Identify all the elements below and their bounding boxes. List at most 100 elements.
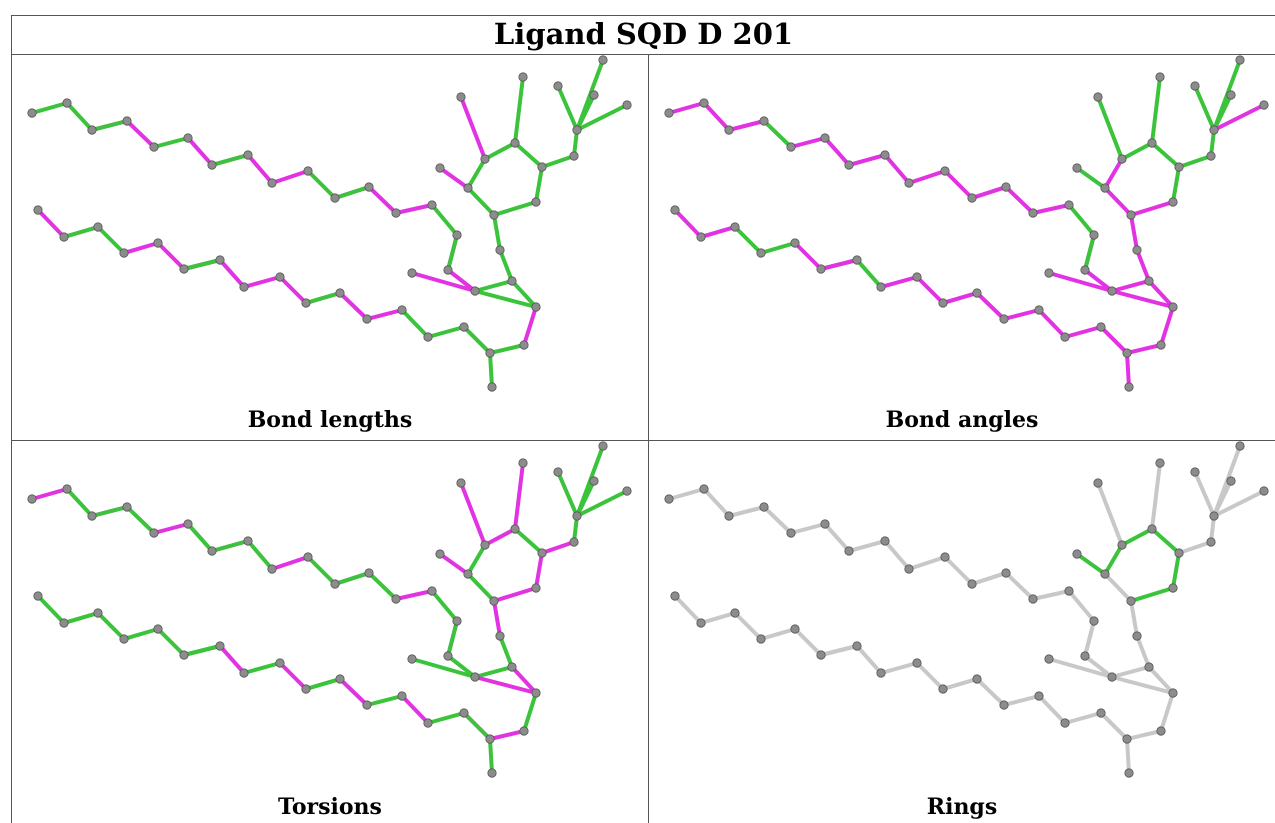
- atom-ball: [1259, 486, 1269, 496]
- bond-stick: [338, 291, 369, 321]
- atom-ball: [119, 248, 129, 258]
- atom-ball: [153, 624, 163, 634]
- bond-stick: [943, 169, 974, 200]
- atom-ball: [489, 210, 499, 220]
- atom-ball: [1072, 163, 1082, 173]
- atom-ball: [463, 569, 473, 579]
- atom-ball: [598, 55, 608, 65]
- atom-ball: [179, 264, 189, 274]
- bond-stick: [333, 185, 371, 200]
- atom-ball: [1064, 586, 1074, 596]
- atom-ball: [912, 272, 922, 282]
- bond-stick: [483, 527, 517, 547]
- atom-ball: [487, 768, 497, 778]
- bond-stick: [1083, 654, 1114, 679]
- panel-torsions: [12, 441, 648, 823]
- bond-stick: [907, 169, 947, 185]
- bond-stick: [473, 665, 514, 679]
- atom-ball: [598, 441, 608, 451]
- atom-ball: [786, 528, 796, 538]
- panel-bond-lengths: [12, 55, 648, 440]
- bond-stick: [1177, 540, 1213, 555]
- atom-ball: [553, 467, 563, 477]
- bond-stick: [466, 157, 487, 190]
- atom-ball: [518, 458, 528, 468]
- bond-stick: [793, 241, 823, 271]
- bond-stick: [522, 691, 538, 733]
- atom-ball: [183, 519, 193, 529]
- bond-stick: [122, 627, 160, 641]
- bond-stick: [270, 169, 310, 185]
- atom-ball: [759, 116, 769, 126]
- bond-stick: [907, 555, 947, 571]
- bond-stick: [534, 551, 544, 590]
- bond-stick: [410, 657, 477, 679]
- atom-ball: [239, 282, 249, 292]
- atom-ball: [335, 288, 345, 298]
- bond-stick: [1212, 103, 1266, 132]
- atom-ball: [531, 197, 541, 207]
- bond-stick: [879, 275, 919, 289]
- atom-ball: [423, 718, 433, 728]
- atom-ball: [301, 684, 311, 694]
- atom-ball: [459, 322, 469, 332]
- bond-stick: [522, 305, 538, 347]
- atom-ball: [301, 298, 311, 308]
- bond-stick: [943, 555, 974, 586]
- bond-stick: [1150, 75, 1162, 145]
- atom-ball: [519, 726, 529, 736]
- molecule-bond-lengths: [27, 55, 632, 392]
- atom-ball: [1034, 691, 1044, 701]
- bond-stick: [156, 241, 186, 271]
- atom-ball: [93, 222, 103, 232]
- bond-stick: [498, 248, 514, 283]
- atom-ball: [531, 688, 541, 698]
- atom-ball: [730, 222, 740, 232]
- atom-ball: [1190, 81, 1200, 91]
- bond-stick: [702, 101, 731, 132]
- bond-stick: [304, 677, 342, 691]
- bond-stick: [488, 351, 494, 389]
- bond-stick: [1120, 527, 1154, 547]
- bond-stick: [96, 611, 126, 641]
- atom-ball: [407, 268, 417, 278]
- atom-ball: [537, 162, 547, 172]
- atom-ball: [407, 654, 417, 664]
- bond-stick: [242, 275, 282, 289]
- atom-ball: [844, 160, 854, 170]
- atom-ball: [1028, 594, 1038, 604]
- bond-stick: [513, 141, 544, 169]
- atom-ball: [1168, 688, 1178, 698]
- bond-stick: [462, 711, 492, 741]
- bond-stick: [789, 522, 827, 535]
- molecule-bond-angles: [664, 55, 1269, 392]
- atom-ball: [391, 208, 401, 218]
- atom-ball: [1080, 265, 1090, 275]
- caption-torsions: Torsions: [278, 794, 382, 820]
- bond-stick: [699, 225, 737, 239]
- bond-stick: [210, 153, 250, 167]
- bond-stick: [1110, 279, 1151, 293]
- bond-stick: [1075, 166, 1107, 190]
- bond-stick: [1171, 165, 1181, 204]
- atom-ball: [1226, 90, 1236, 100]
- bond-stick: [1159, 691, 1175, 733]
- atom-ball: [790, 238, 800, 248]
- bond-stick: [1103, 572, 1133, 603]
- caption-bond-lengths: Bond lengths: [247, 407, 413, 433]
- bond-stick: [90, 119, 129, 132]
- figure-title: Ligand SQD D 201: [493, 17, 794, 51]
- atom-ball: [1144, 662, 1154, 672]
- atom-ball: [62, 98, 72, 108]
- bond-stick: [1110, 675, 1175, 695]
- atom-ball: [215, 255, 225, 265]
- bond-stick: [1193, 84, 1216, 132]
- bond-stick: [400, 308, 430, 339]
- atom-ball: [876, 668, 886, 678]
- row-divider: [11, 440, 1275, 441]
- atom-ball: [816, 264, 826, 274]
- bond-stick: [915, 661, 945, 691]
- atom-ball: [93, 608, 103, 618]
- bond-stick: [1150, 461, 1162, 531]
